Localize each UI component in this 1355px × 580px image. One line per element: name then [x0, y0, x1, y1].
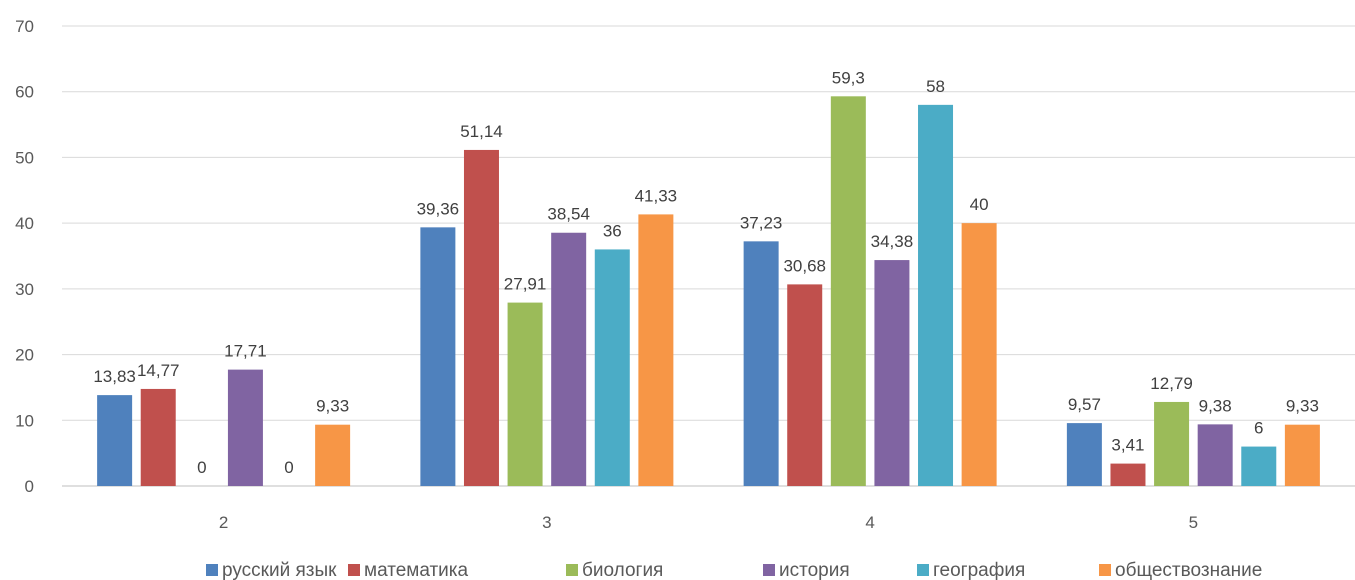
data-label: 6: [1254, 419, 1263, 438]
bar: [463, 149, 499, 487]
legend-label: математика: [364, 560, 469, 580]
bars: [97, 96, 1320, 487]
y-axis-tick-labels: 0 10 20 30 40 50 60 70: [15, 17, 34, 496]
data-label: 9,38: [1199, 396, 1232, 415]
bar: [918, 104, 954, 486]
data-labels: 13,83 14,77 0 17,71 0 9,33 39,36 51,14 27,91 38,5…: [93, 68, 1319, 477]
legend-swatch: [763, 564, 775, 576]
bar: [1110, 463, 1146, 486]
bar: [594, 249, 630, 486]
y-tick-label: 0: [25, 477, 34, 496]
data-label: 39,36: [417, 199, 460, 218]
data-label: 41,33: [635, 186, 678, 205]
data-label: 3,41: [1111, 436, 1144, 455]
bar: [551, 232, 587, 486]
y-tick-label: 30: [15, 280, 34, 299]
legend-swatch: [348, 564, 360, 576]
y-tick-label: 70: [15, 17, 34, 36]
data-label: 40: [970, 195, 989, 214]
data-label: 51,14: [460, 122, 503, 141]
legend-label: география: [933, 560, 1025, 580]
bar: [507, 302, 543, 486]
legend-swatch: [206, 564, 218, 576]
data-label: 9,33: [316, 397, 349, 416]
bar: [140, 388, 176, 486]
data-label: 0: [284, 458, 293, 477]
data-label: 36: [603, 221, 622, 240]
legend: русский язык математика биология история гео…: [206, 560, 1262, 580]
bar: [1154, 401, 1190, 486]
legend-swatch: [917, 564, 929, 576]
bar: [874, 260, 910, 486]
gridlines: [62, 25, 1355, 487]
bar: [1197, 424, 1233, 486]
data-label: 38,54: [547, 205, 590, 224]
bar: [1241, 446, 1277, 486]
legend-swatch: [566, 564, 578, 576]
x-tick-label: 5: [1189, 513, 1198, 532]
data-label: 12,79: [1150, 374, 1193, 393]
y-tick-label: 60: [15, 83, 34, 102]
bar: [638, 214, 674, 486]
data-label: 9,57: [1068, 395, 1101, 414]
bar: [743, 241, 779, 486]
bar: [787, 284, 823, 486]
legend-label: обществознание: [1115, 560, 1262, 580]
y-tick-label: 20: [15, 346, 34, 365]
data-label: 30,68: [783, 256, 826, 275]
x-tick-label: 4: [865, 513, 874, 532]
bar: [315, 424, 351, 486]
data-label: 0: [197, 458, 206, 477]
data-label: 58: [926, 77, 945, 96]
bar: [1066, 423, 1102, 486]
bar: [830, 96, 866, 487]
data-label: 37,23: [740, 213, 783, 232]
x-tick-label: 2: [219, 513, 228, 532]
bar: [420, 227, 456, 486]
data-label: 17,71: [224, 342, 267, 361]
x-axis-tick-labels: 2 3 4 5: [219, 513, 1198, 532]
bar: [1284, 424, 1320, 486]
data-label: 27,91: [504, 275, 547, 294]
data-label: 14,77: [137, 361, 180, 380]
legend-label: история: [779, 560, 850, 580]
y-tick-label: 40: [15, 214, 34, 233]
y-tick-label: 10: [15, 411, 34, 430]
data-label: 34,38: [871, 232, 914, 251]
legend-label: русский язык: [222, 560, 337, 580]
data-label: 13,83: [93, 367, 136, 386]
y-tick-label: 50: [15, 148, 34, 167]
bar: [97, 395, 133, 486]
data-label: 59,3: [832, 68, 865, 87]
bar: [961, 223, 997, 486]
bar: [227, 369, 263, 486]
data-label: 9,33: [1286, 397, 1319, 416]
legend-label: биология: [582, 560, 663, 580]
legend-swatch: [1099, 564, 1111, 576]
x-tick-label: 3: [542, 513, 551, 532]
